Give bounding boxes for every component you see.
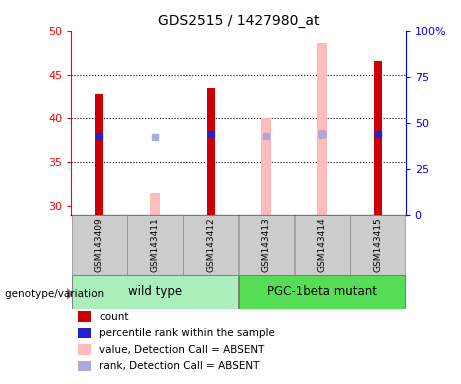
Bar: [127, 215, 183, 275]
Text: GSM143414: GSM143414: [318, 217, 327, 272]
Bar: [72, 275, 238, 309]
Bar: [317, 43, 327, 215]
Bar: [350, 215, 405, 275]
Polygon shape: [67, 288, 74, 300]
Bar: [183, 215, 238, 275]
Bar: [295, 215, 350, 275]
Text: GSM143409: GSM143409: [95, 217, 104, 272]
Text: genotype/variation: genotype/variation: [5, 289, 107, 299]
Text: GSM143412: GSM143412: [206, 217, 215, 272]
Text: GSM143411: GSM143411: [150, 217, 160, 272]
Text: GSM143413: GSM143413: [262, 217, 271, 272]
Bar: [239, 275, 405, 309]
Bar: [374, 61, 382, 215]
Text: PGC-1beta mutant: PGC-1beta mutant: [267, 285, 377, 298]
Bar: [261, 118, 272, 215]
Text: percentile rank within the sample: percentile rank within the sample: [99, 328, 275, 338]
Text: value, Detection Call = ABSENT: value, Detection Call = ABSENT: [99, 345, 265, 355]
Bar: [239, 215, 294, 275]
Bar: [207, 88, 215, 215]
Text: GSM143415: GSM143415: [373, 217, 382, 272]
Bar: [72, 215, 127, 275]
Title: GDS2515 / 1427980_at: GDS2515 / 1427980_at: [158, 14, 319, 28]
Bar: [95, 94, 103, 215]
Text: rank, Detection Call = ABSENT: rank, Detection Call = ABSENT: [99, 361, 260, 371]
Text: count: count: [99, 312, 129, 322]
Text: wild type: wild type: [128, 285, 182, 298]
Bar: [150, 193, 160, 215]
